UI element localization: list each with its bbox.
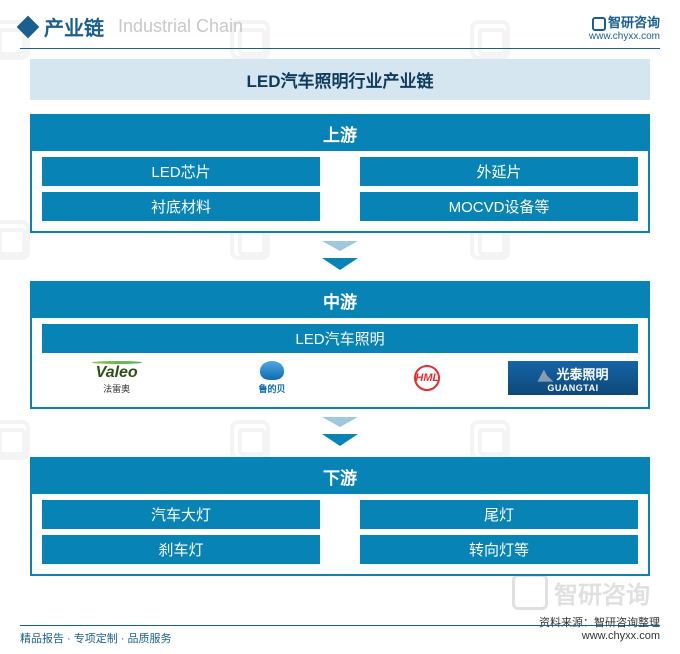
header-right: 智研咨询 www.chyxx.com — [589, 12, 660, 42]
logo-row: Valeo 法雷奥 鲁的贝 HML 光泰照明 GUANGTAI — [32, 353, 648, 397]
diamond-icon — [17, 15, 40, 38]
item-full: LED汽车照明 — [42, 324, 638, 353]
section-midstream: 中游 LED汽车照明 Valeo 法雷奥 鲁的贝 HML 光泰照明 GUANGT… — [30, 281, 650, 409]
header-rule — [20, 48, 660, 49]
item-cell: 转向灯等 — [360, 535, 638, 564]
logo-hml: HML — [353, 361, 502, 395]
brand-url: www.chyxx.com — [589, 31, 660, 42]
section-header: 中游 — [32, 283, 648, 318]
item-row: 衬底材料 MOCVD设备等 — [32, 186, 648, 221]
item-cell: 刹车灯 — [42, 535, 320, 564]
logo-lqb: 鲁的贝 — [197, 361, 346, 395]
page-header: 产业链 Industrial Chain 智研咨询 www.chyxx.com — [0, 0, 680, 46]
header-title-cn: 产业链 — [44, 12, 104, 41]
section-upstream: 上游 LED芯片 外延片 衬底材料 MOCVD设备等 — [30, 114, 650, 233]
header-title-en: Industrial Chain — [118, 16, 243, 37]
diagram-title: LED汽车照明行业产业链 — [30, 59, 650, 100]
header-left: 产业链 Industrial Chain — [20, 12, 243, 41]
footer-left: 精品报告 · 专项定制 · 品质服务 — [20, 630, 172, 646]
item-cell: 尾灯 — [360, 500, 638, 529]
flow-arrow — [0, 239, 680, 275]
brand-name: 智研咨询 — [589, 12, 660, 31]
item-cell: MOCVD设备等 — [360, 192, 638, 221]
item-cell: 衬底材料 — [42, 192, 320, 221]
item-cell: LED芯片 — [42, 157, 320, 186]
item-row: 汽车大灯 尾灯 — [32, 494, 648, 529]
section-downstream: 下游 汽车大灯 尾灯 刹车灯 转向灯等 — [30, 457, 650, 576]
item-cell: 汽车大灯 — [42, 500, 320, 529]
item-row: 刹车灯 转向灯等 — [32, 529, 648, 564]
footer-right: www.chyxx.com — [582, 630, 660, 646]
section-header: 下游 — [32, 459, 648, 494]
logo-guangtai: 光泰照明 GUANGTAI — [508, 361, 638, 395]
watermark-brand: 智研咨询 — [512, 574, 650, 610]
item-cell: 外延片 — [360, 157, 638, 186]
page-footer: 精品报告 · 专项定制 · 品质服务 www.chyxx.com — [0, 621, 680, 654]
brand-icon — [592, 17, 606, 31]
logo-valeo: Valeo 法雷奥 — [42, 361, 191, 395]
flow-arrow — [0, 415, 680, 451]
section-header: 上游 — [32, 116, 648, 151]
item-row: LED芯片 外延片 — [32, 151, 648, 186]
